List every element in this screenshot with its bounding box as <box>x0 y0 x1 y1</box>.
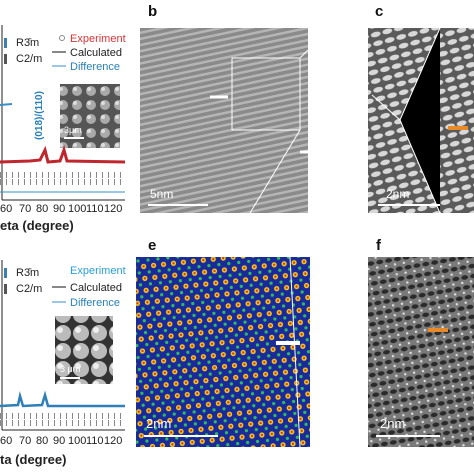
tick-label: 100 <box>68 203 86 215</box>
x-label: ta (degree) <box>0 452 66 467</box>
phase: R3̄m <box>16 37 39 49</box>
phase: C2/m <box>16 53 42 65</box>
legend-mark <box>4 284 7 294</box>
guide-line <box>371 27 441 214</box>
panel-letter: f <box>376 237 382 254</box>
legend-label: Calculated <box>70 282 122 294</box>
xticks-bottom: 60 70 80 90 100 110 120 ta (degree) <box>0 435 122 467</box>
phase: R3̄m <box>16 267 39 279</box>
tick-label: 60 <box>0 203 12 215</box>
tem-image <box>368 257 474 447</box>
peak-label: (018)/(110) <box>34 91 45 140</box>
legend-mark <box>4 268 7 278</box>
xrd-bottom: R3̄m C2/m Experiment Calculated Differen… <box>0 260 126 431</box>
bragg-ticks <box>0 172 125 185</box>
guide-line <box>249 49 309 214</box>
xticks-top: 60 70 80 90 100 110 120 eta (degree) <box>0 203 122 233</box>
legend-label: Experiment <box>70 33 126 45</box>
tick-label: 70 <box>19 435 31 447</box>
scale-label: 2nm <box>386 187 409 201</box>
pattern <box>0 145 126 164</box>
legend-mark <box>4 54 7 64</box>
legend-label: Difference <box>70 297 120 309</box>
legend-label: Difference <box>70 61 120 73</box>
tick-label: 110 <box>86 203 104 215</box>
tick-label: 100 <box>68 435 86 447</box>
legend-label: Calculated <box>70 47 122 59</box>
guide-line <box>289 256 301 448</box>
panel-letter: e <box>148 237 156 254</box>
legend-label: Experiment <box>70 265 126 277</box>
haadf-image <box>136 257 310 447</box>
tick-label: 80 <box>36 435 48 447</box>
tick-label: 60 <box>0 435 12 447</box>
panel-letter: b <box>148 3 157 20</box>
scale-label: 3 μm <box>60 364 80 374</box>
tick-label: 80 <box>36 203 48 215</box>
tem-image <box>140 28 308 213</box>
scale-label: 5nm <box>150 187 173 201</box>
tick-label: 120 <box>104 203 122 215</box>
scale-label: 2nm <box>380 416 405 431</box>
tick-label: 70 <box>19 203 31 215</box>
tick-label: 110 <box>86 435 104 447</box>
pattern <box>0 390 125 408</box>
x-label: eta (degree) <box>0 218 74 233</box>
zoom-box <box>231 57 301 131</box>
bragg-ticks <box>0 413 125 426</box>
scale-label: 2nm <box>146 416 171 431</box>
sem-inset <box>55 316 113 384</box>
peak <box>0 103 13 106</box>
xrd-top: R3̄m C2/m Experiment Calculated Differen… <box>0 25 126 201</box>
legend-mark <box>4 38 7 48</box>
tick-label: 90 <box>53 435 65 447</box>
panel-letter: c <box>375 3 383 20</box>
phase: C2/m <box>16 283 42 295</box>
scale-label: 3μm <box>64 125 82 135</box>
tick-label: 90 <box>53 203 65 215</box>
legend-mark <box>59 35 65 41</box>
tick-label: 120 <box>104 435 122 447</box>
